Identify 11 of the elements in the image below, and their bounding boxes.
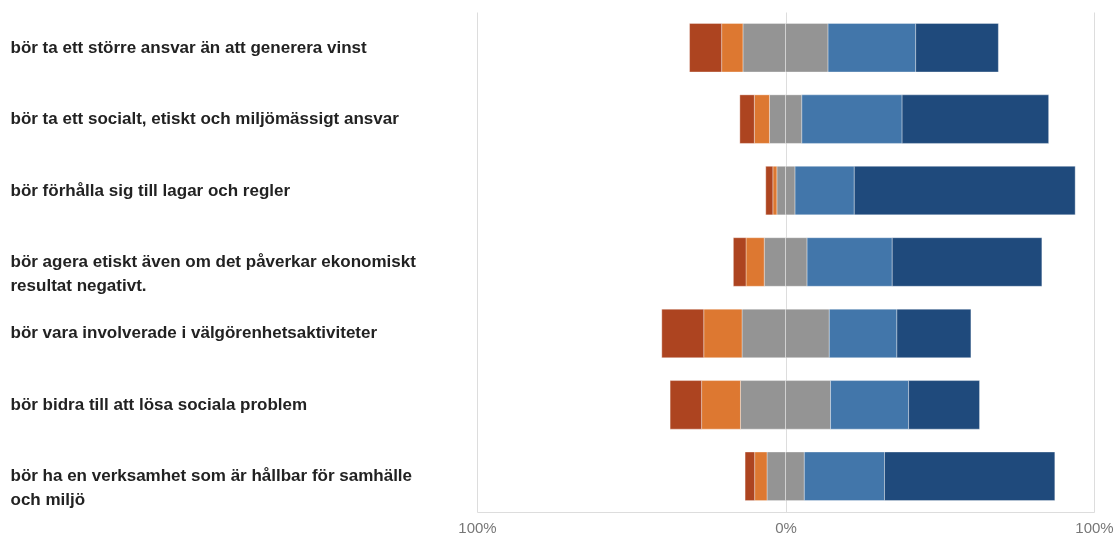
y-tick-label: bör förhålla sig till lagar och regler — [10, 180, 291, 200]
y-tick-label: bör ta ett socialt, etiskt och miljömässigt ansvar — [10, 109, 400, 129]
y-tick-label: bör bidra till att lösa sociala problem — [10, 394, 308, 414]
x-tick-label: 100% — [458, 518, 497, 536]
x-tick-label: 100% — [1075, 518, 1114, 536]
y-tick-label: bör ha en verksamhet som är hållbar för samhälle och miljö — [10, 466, 413, 510]
y-tick-label: bör ta ett större ansvar än att generera vinst — [10, 37, 368, 57]
y-tick-label: bör agera etiskt även om det påverkar ekonomiskt resultat negativt. — [10, 252, 417, 295]
y-tick-label: bör vara involverade i välgörenhetsaktiviteter — [10, 323, 378, 343]
x-tick-label: 0% — [775, 518, 797, 536]
bar — [765, 165, 774, 216]
